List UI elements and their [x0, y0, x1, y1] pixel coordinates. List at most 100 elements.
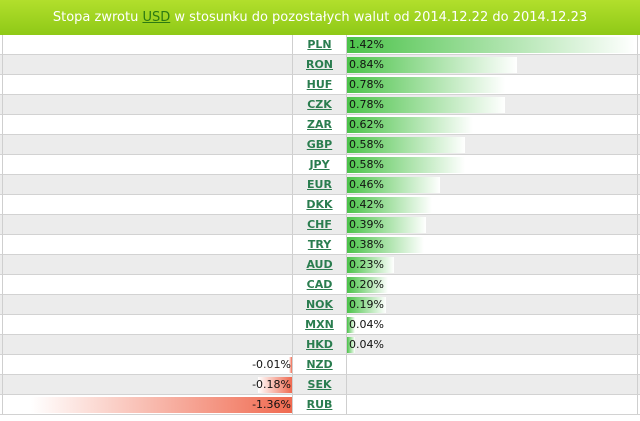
currency-link[interactable]: PLN: [307, 38, 332, 51]
column-divider: [346, 135, 347, 154]
column-divider: [292, 115, 293, 134]
column-divider: [637, 215, 638, 234]
column-divider: [346, 275, 347, 294]
positive-return-bar: [347, 57, 518, 73]
column-divider: [346, 255, 347, 274]
currency-link[interactable]: AUD: [306, 258, 333, 271]
column-divider: [346, 395, 347, 414]
column-divider: [292, 275, 293, 294]
base-currency-link[interactable]: USD: [142, 10, 171, 25]
currency-link[interactable]: EUR: [307, 178, 332, 191]
column-divider: [292, 395, 293, 414]
column-divider: [292, 335, 293, 354]
currency-link[interactable]: DKK: [306, 198, 333, 211]
column-divider: [2, 395, 3, 414]
column-divider: [346, 315, 347, 334]
column-divider: [292, 195, 293, 214]
table-row: RON 0.84%: [0, 55, 640, 75]
table-row: TRY 0.38%: [0, 235, 640, 255]
return-value-label: -0.01%: [252, 358, 291, 371]
positive-return-bar: [347, 277, 388, 293]
column-divider: [2, 35, 3, 54]
column-divider: [292, 295, 293, 314]
currency-link[interactable]: GBP: [306, 138, 333, 151]
column-divider: [346, 215, 347, 234]
column-divider: [637, 355, 638, 374]
table-row: PLN 1.42%: [0, 35, 640, 55]
currency-link[interactable]: SEK: [307, 378, 332, 391]
table-row: CAD 0.20%: [0, 275, 640, 295]
column-divider: [637, 95, 638, 114]
column-divider: [2, 355, 3, 374]
column-divider: [637, 235, 638, 254]
column-divider: [346, 335, 347, 354]
column-divider: [637, 55, 638, 74]
positive-return-bar: [347, 77, 506, 93]
currency-link[interactable]: ZAR: [307, 118, 332, 131]
table-row: SEK -0.18%: [0, 375, 640, 395]
currency-link[interactable]: HUF: [306, 78, 333, 91]
column-divider: [292, 255, 293, 274]
negative-return-bar: [31, 397, 292, 413]
currency-link[interactable]: RUB: [306, 398, 333, 411]
column-divider: [637, 35, 638, 54]
column-divider: [346, 195, 347, 214]
positive-return-bar: [347, 197, 433, 213]
column-divider: [292, 235, 293, 254]
column-divider: [346, 35, 347, 54]
column-divider: [637, 75, 638, 94]
column-divider: [346, 355, 347, 374]
column-divider: [2, 235, 3, 254]
return-value-label: -0.18%: [252, 378, 291, 391]
currency-link[interactable]: JPY: [309, 158, 330, 171]
currency-link[interactable]: CZK: [307, 98, 332, 111]
currency-link[interactable]: CHF: [307, 218, 332, 231]
column-divider: [346, 95, 347, 114]
column-divider: [637, 395, 638, 414]
column-divider: [637, 335, 638, 354]
table-row: GBP 0.58%: [0, 135, 640, 155]
currency-link[interactable]: HKD: [306, 338, 333, 351]
currency-link[interactable]: TRY: [307, 238, 332, 251]
negative-return-bar: [289, 357, 292, 373]
column-divider: [637, 195, 638, 214]
table-row: CHF 0.39%: [0, 215, 640, 235]
return-value-label: 1.42%: [349, 38, 384, 51]
column-divider: [292, 175, 293, 194]
return-value-label: 0.62%: [349, 118, 384, 131]
table-row: DKK 0.42%: [0, 195, 640, 215]
currency-link[interactable]: CAD: [306, 278, 333, 291]
positive-return-bar: [347, 317, 356, 333]
return-value-label: 0.42%: [349, 198, 384, 211]
positive-return-bar: [347, 237, 425, 253]
return-value-label: 0.78%: [349, 78, 384, 91]
currency-link[interactable]: NZD: [306, 358, 333, 371]
return-value-label: 0.23%: [349, 258, 384, 271]
positive-return-bar: [347, 97, 506, 113]
currency-link[interactable]: RON: [305, 58, 334, 71]
column-divider: [2, 295, 3, 314]
title-suffix: w stosunku do pozostałych walut od 2014.…: [174, 10, 588, 25]
table-row: RUB -1.36%: [0, 395, 640, 415]
table-row: HUF 0.78%: [0, 75, 640, 95]
column-divider: [637, 375, 638, 394]
return-value-label: 0.78%: [349, 98, 384, 111]
return-value-label: 0.04%: [349, 318, 384, 331]
column-divider: [637, 315, 638, 334]
positive-return-bar: [347, 177, 441, 193]
positive-return-bar: [347, 297, 386, 313]
table-row: ZAR 0.62%: [0, 115, 640, 135]
positive-return-bar: [347, 37, 635, 53]
column-divider: [292, 375, 293, 394]
table-row: HKD 0.04%: [0, 335, 640, 355]
column-divider: [637, 255, 638, 274]
column-divider: [292, 95, 293, 114]
column-divider: [346, 55, 347, 74]
table-row: AUD 0.23%: [0, 255, 640, 275]
currency-link[interactable]: NOK: [305, 298, 334, 311]
column-divider: [346, 295, 347, 314]
currency-link[interactable]: MXN: [305, 318, 334, 331]
positive-return-bar: [347, 157, 465, 173]
column-divider: [637, 295, 638, 314]
